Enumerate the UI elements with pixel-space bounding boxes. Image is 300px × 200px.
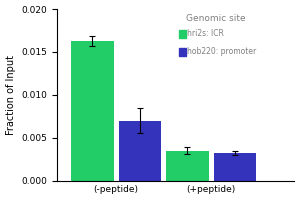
- Bar: [214, 153, 256, 181]
- Text: Genomic site: Genomic site: [186, 14, 246, 23]
- Text: hob220: promoter: hob220: promoter: [187, 47, 256, 56]
- Bar: [166, 151, 209, 181]
- Bar: [71, 41, 114, 181]
- Y-axis label: Fraction of Input: Fraction of Input: [6, 55, 16, 135]
- Bar: [118, 121, 161, 181]
- Text: hri2s: ICR: hri2s: ICR: [187, 29, 224, 38]
